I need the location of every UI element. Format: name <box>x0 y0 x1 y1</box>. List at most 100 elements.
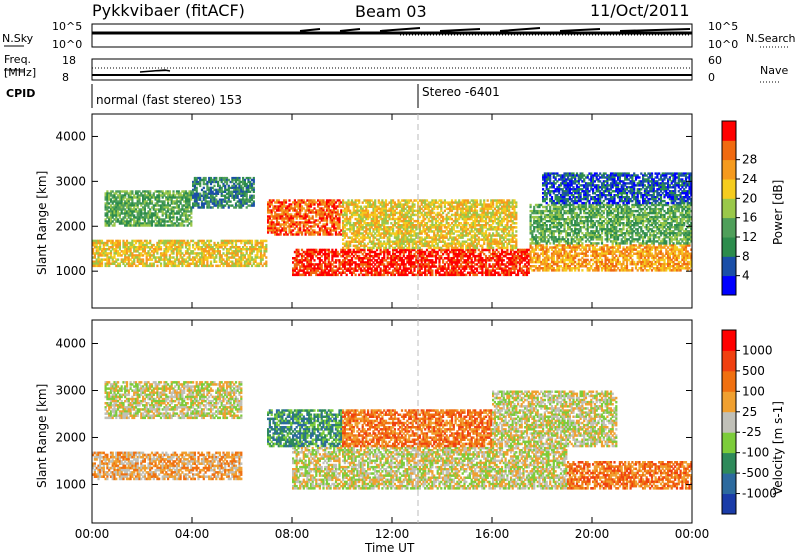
power-cell <box>102 254 105 257</box>
power-cell <box>274 215 277 218</box>
power-cell <box>400 246 404 250</box>
power-cell <box>384 265 388 268</box>
power-cell <box>265 243 268 247</box>
power-cell <box>297 203 300 206</box>
power-cell <box>106 222 109 225</box>
power-cell <box>408 257 411 260</box>
power-cell <box>425 244 429 248</box>
power-cell <box>365 222 368 225</box>
power-cell <box>224 196 227 199</box>
power-cell <box>188 256 191 259</box>
power-cell <box>363 250 366 254</box>
power-cell <box>406 232 409 235</box>
power-cell <box>140 241 143 245</box>
power-cell <box>306 257 309 260</box>
power-cell <box>427 271 430 274</box>
power-cell <box>113 192 116 195</box>
power-cell <box>317 213 320 216</box>
power-cell <box>150 218 154 221</box>
power-cell <box>359 261 363 264</box>
power-cell <box>302 259 305 262</box>
power-cell <box>411 244 414 248</box>
power-cell <box>377 265 380 268</box>
power-cell <box>227 204 230 207</box>
power-cell <box>149 222 152 225</box>
power-cell <box>186 214 189 217</box>
power-cell <box>238 200 241 203</box>
power-cell <box>240 204 243 207</box>
power-cell <box>306 203 309 206</box>
power-cell <box>109 194 113 197</box>
power-cell <box>429 252 432 256</box>
power-cell <box>192 196 195 199</box>
power-cell <box>243 248 246 251</box>
power-cell <box>295 273 298 277</box>
power-cell <box>370 259 373 262</box>
power-cell <box>399 263 402 266</box>
power-cell <box>293 233 296 236</box>
power-cell <box>381 228 384 231</box>
power-cell <box>345 215 348 219</box>
power-cell <box>218 264 221 268</box>
power-cell <box>113 250 116 253</box>
power-cell <box>325 229 329 232</box>
power-cell <box>329 217 332 220</box>
power-cell <box>131 192 134 195</box>
power-cell <box>93 239 96 243</box>
power-cell <box>390 273 393 277</box>
power-cell <box>525 269 529 272</box>
power-cell <box>458 203 461 206</box>
power-cell <box>197 180 200 184</box>
power-cell <box>175 206 179 209</box>
power-cell <box>170 210 173 213</box>
power-cell <box>506 269 509 272</box>
power-cell <box>399 267 402 270</box>
power-cell <box>183 204 186 207</box>
power-cell <box>209 264 213 268</box>
power-cell <box>447 257 450 260</box>
power-cell <box>452 240 455 243</box>
power-cell <box>381 224 384 227</box>
power-cell <box>277 201 280 204</box>
power-cell <box>395 261 398 264</box>
power-cell <box>408 199 411 202</box>
power-cell <box>200 254 204 257</box>
power-cell <box>268 203 271 206</box>
power-cell <box>399 230 402 233</box>
power-cell <box>215 180 218 184</box>
power-cell <box>447 246 450 250</box>
power-cell <box>113 204 116 207</box>
power-cell <box>324 217 327 220</box>
power-cell <box>152 192 155 195</box>
power-cell <box>384 259 388 262</box>
power-cell <box>109 198 113 201</box>
power-cell <box>306 269 309 272</box>
power-cell <box>347 261 350 264</box>
power-cell <box>427 211 430 215</box>
power-cell <box>220 194 223 197</box>
power-cell <box>120 204 123 207</box>
power-cell <box>368 215 371 219</box>
power-cell <box>304 203 307 206</box>
power-cell <box>156 200 159 203</box>
power-cell <box>170 246 173 249</box>
power-cell <box>488 259 491 262</box>
power-cell <box>379 213 382 217</box>
power-cell <box>97 260 100 263</box>
power-cell <box>411 211 414 215</box>
power-cell <box>290 221 293 224</box>
power-cell <box>390 203 393 206</box>
power-cell <box>270 215 273 218</box>
power-cell <box>108 202 111 205</box>
power-cell <box>493 271 496 274</box>
power-cell <box>125 210 129 213</box>
power-cell <box>425 224 429 227</box>
power-cell <box>99 254 102 257</box>
power-cell <box>295 267 298 270</box>
power-cell <box>127 224 130 227</box>
power-cell <box>508 271 511 274</box>
power-cell <box>504 254 507 258</box>
power-cell <box>308 254 311 258</box>
power-cell <box>456 248 459 252</box>
power-cell <box>147 204 150 207</box>
